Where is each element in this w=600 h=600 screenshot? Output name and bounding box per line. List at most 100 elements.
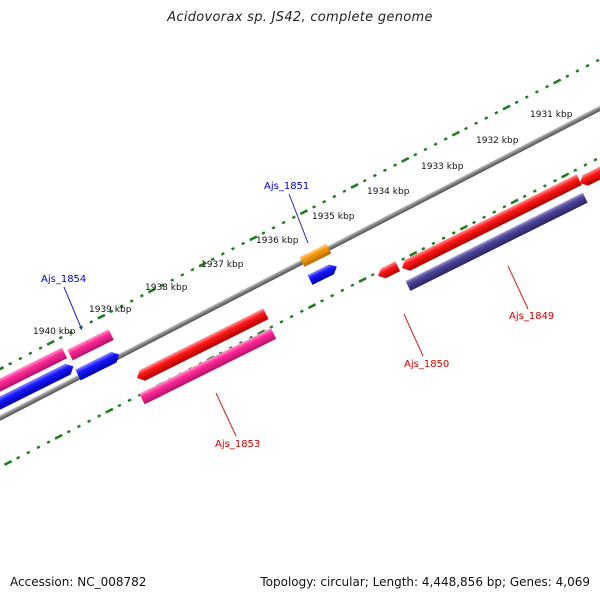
ruler-tick — [271, 226, 276, 230]
gene-blue-small-arrow[interactable] — [307, 262, 340, 285]
ruler-tick — [595, 58, 600, 63]
ruler-tick — [431, 241, 436, 246]
ruler-tick — [97, 414, 102, 418]
ruler-tick — [119, 304, 124, 309]
ruler-tick — [105, 407, 114, 414]
ruler-tick — [117, 403, 122, 408]
ruler-tick — [362, 178, 367, 183]
ruler-tick — [322, 199, 327, 204]
ruler-tick — [68, 330, 73, 335]
ruler-tick — [545, 84, 550, 89]
ruler-label: 1937 kbp — [201, 260, 244, 270]
ruler-tick — [421, 246, 426, 251]
ruler-tick — [593, 157, 598, 162]
ruler-tick — [66, 429, 71, 434]
ruler-tick — [542, 184, 547, 188]
ruler-tick — [160, 283, 165, 288]
ruler-tick — [190, 267, 195, 272]
ruler-tick — [423, 147, 428, 152]
ruler-tick — [350, 183, 359, 189]
ruler-tick — [87, 419, 92, 423]
ruler-label: 1931 kbp — [530, 110, 573, 120]
ruler-label: 1934 kbp — [367, 187, 410, 197]
ruler-tick — [36, 445, 41, 450]
ruler-tick — [401, 257, 406, 261]
ruler-tick — [573, 168, 578, 172]
gene-red-left-arrow[interactable] — [134, 308, 269, 383]
gene-label-ajs-1853[interactable]: Ajs_1853 — [215, 439, 260, 450]
ruler-label: 1933 kbp — [421, 162, 464, 172]
ruler-tick — [239, 340, 243, 345]
ruler-tick — [350, 283, 355, 288]
ruler-tick — [231, 246, 235, 251]
ruler-tick — [38, 346, 43, 350]
ruler-tick — [330, 293, 335, 298]
accession-text: Accession: NC_008782 — [10, 575, 147, 589]
genome-title: Acidovorax sp. JS42, complete genome — [167, 10, 433, 25]
label-line-ajs-1851 — [288, 193, 309, 244]
ruler-tick — [261, 231, 266, 235]
ruler-tick — [170, 278, 175, 282]
gene-ajs-1853-pink[interactable] — [139, 328, 277, 405]
ruler-tick — [147, 287, 157, 294]
ruler-label: 1940 kbp — [33, 327, 76, 337]
ruler-tick — [583, 163, 588, 167]
ruler-tick — [514, 100, 519, 105]
gene-partial-pink-left[interactable] — [0, 347, 68, 400]
ruler-tick — [0, 366, 5, 371]
ruler-tick — [492, 210, 497, 214]
ruler-tick — [289, 314, 294, 319]
ruler-tick — [129, 299, 134, 303]
ruler-tick — [257, 329, 266, 336]
ruler-tick — [484, 116, 489, 120]
ruler-tick — [393, 163, 398, 167]
ruler-tick — [482, 215, 487, 220]
label-line-ajs-1854 — [63, 286, 83, 331]
ruler-tick — [575, 69, 580, 73]
ruler-tick — [228, 346, 233, 350]
gene-label-ajs-1851[interactable]: Ajs_1851 — [264, 181, 309, 192]
ruler-label: 1932 kbp — [476, 136, 519, 146]
ruler-tick — [401, 156, 410, 163]
ruler-tick — [220, 252, 225, 256]
gene-blue-right-arrow[interactable] — [75, 349, 122, 381]
gene-label-ajs-1854[interactable]: Ajs_1854 — [41, 274, 86, 285]
ruler-tick — [180, 273, 185, 277]
ruler-tick — [502, 205, 507, 209]
ruler-ticks-upper — [0, 58, 600, 371]
ruler-tick — [464, 126, 468, 131]
ruler-label: 1939 kbp — [89, 305, 132, 315]
ruler-tick — [269, 325, 274, 329]
ruler-label: 1938 kbp — [145, 283, 188, 293]
ruler-tick — [382, 168, 387, 173]
gene-partial-blue-left[interactable] — [0, 361, 76, 418]
ruler-tick — [210, 257, 215, 261]
ruler-label: 1936 kbp — [256, 236, 299, 246]
ruler-tick — [97, 313, 106, 320]
ruler-tick — [241, 241, 246, 246]
gene-partial-red-right[interactable] — [577, 150, 600, 189]
gene-ajs-1850-red[interactable] — [399, 174, 582, 273]
ruler-tick — [46, 440, 51, 444]
gene-label-ajs-1850[interactable]: Ajs_1850 — [404, 359, 449, 370]
ruler-tick — [502, 104, 511, 111]
ruler-tick — [565, 74, 570, 78]
ruler-tick — [46, 339, 55, 346]
ruler-tick — [307, 303, 317, 310]
ruler-tick — [532, 189, 537, 193]
ruler-tick — [312, 205, 317, 209]
gene-red-small-arrow[interactable] — [376, 261, 401, 281]
ruler-tick — [89, 320, 94, 324]
gene-ajs-1854-pink[interactable] — [67, 329, 114, 361]
ruler-tick — [433, 142, 438, 146]
ruler-tick — [443, 137, 448, 141]
ruler-tick — [441, 236, 446, 240]
ruler-tick — [3, 460, 13, 466]
ruler-tick — [585, 63, 590, 68]
ruler-tick — [413, 152, 418, 157]
ruler-tick — [249, 335, 254, 340]
gene-label-ajs-1849[interactable]: Ajs_1849 — [509, 311, 554, 322]
gene-ajs-1851-orange[interactable] — [299, 243, 332, 267]
gene-ajs-1849-slate[interactable] — [405, 192, 588, 291]
